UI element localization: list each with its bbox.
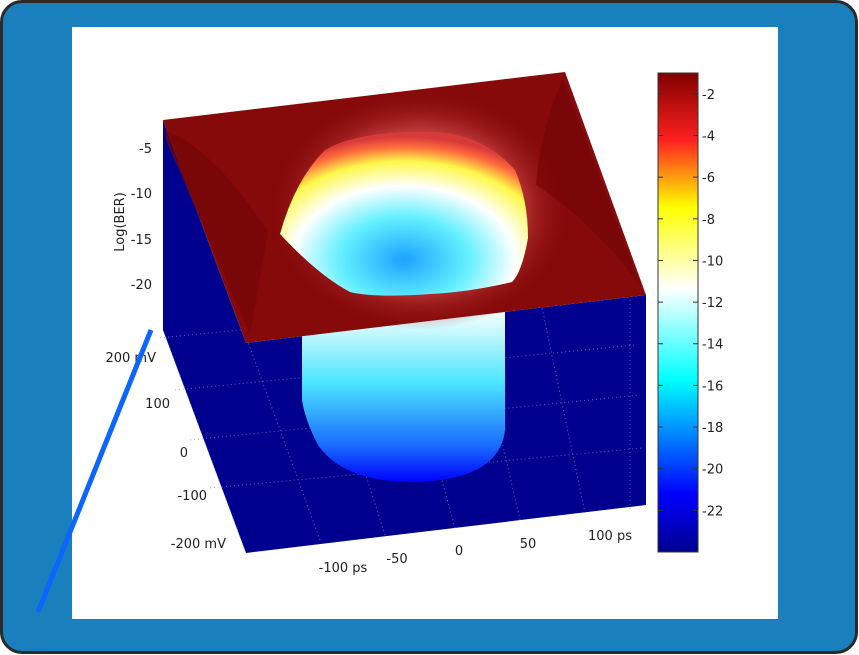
y-tick-label: 0 <box>180 446 188 461</box>
y-tick-label: 100 <box>145 397 170 412</box>
x-tick-label: -50 <box>386 552 407 567</box>
eye-surface-upper <box>280 131 528 296</box>
y-tick-label: -100 <box>177 489 207 504</box>
colorbar-tick-label: -20 <box>702 463 723 478</box>
y-tick-label: -200 mV <box>171 537 226 552</box>
z-tick-label: -10 <box>131 187 152 202</box>
colorbar-tick-label: -8 <box>702 213 715 228</box>
colorbar-ticks: -2 -4 -6 -8 -10 -12 -14 -16 -18 -20 -22 <box>658 88 723 519</box>
colorbar-tick-label: -6 <box>702 171 715 186</box>
x-tick-label: -100 ps <box>319 561 368 576</box>
plateau-shade-left <box>165 130 268 335</box>
y-tick-label: 200 mV <box>105 351 156 366</box>
colorbar <box>657 72 699 553</box>
colorbar-tick-label: -10 <box>702 254 723 269</box>
colorbar-tick-label: -4 <box>702 129 715 144</box>
colorbar-tick-label: -2 <box>702 88 715 103</box>
x-tick-label: 100 ps <box>588 529 632 544</box>
z-tick-label: -15 <box>131 233 152 248</box>
x-tick-label: 0 <box>455 544 463 559</box>
left-side-wall <box>163 120 246 553</box>
z-tick-label: -5 <box>139 142 152 157</box>
colorbar-tick-label: -22 <box>702 504 723 519</box>
x-tick-label: 50 <box>520 537 537 552</box>
z-axis-label: Log(BER) <box>113 192 128 252</box>
colorbar-tick-label: -16 <box>702 379 723 394</box>
eye-surface-lower <box>302 300 505 483</box>
z-axis-ticks: -5 -10 -15 -20 <box>131 142 152 293</box>
annotation-pointer-line <box>35 329 154 613</box>
z-tick-label: -20 <box>131 278 152 293</box>
colorbar-tick-label: -12 <box>702 296 723 311</box>
colorbar-tick-label: -18 <box>702 421 723 436</box>
plateau-shade-right <box>536 78 640 285</box>
x-axis-ticks: -100 ps -50 0 50 100 ps <box>319 529 633 576</box>
colorbar-tick-label: -14 <box>702 338 723 353</box>
